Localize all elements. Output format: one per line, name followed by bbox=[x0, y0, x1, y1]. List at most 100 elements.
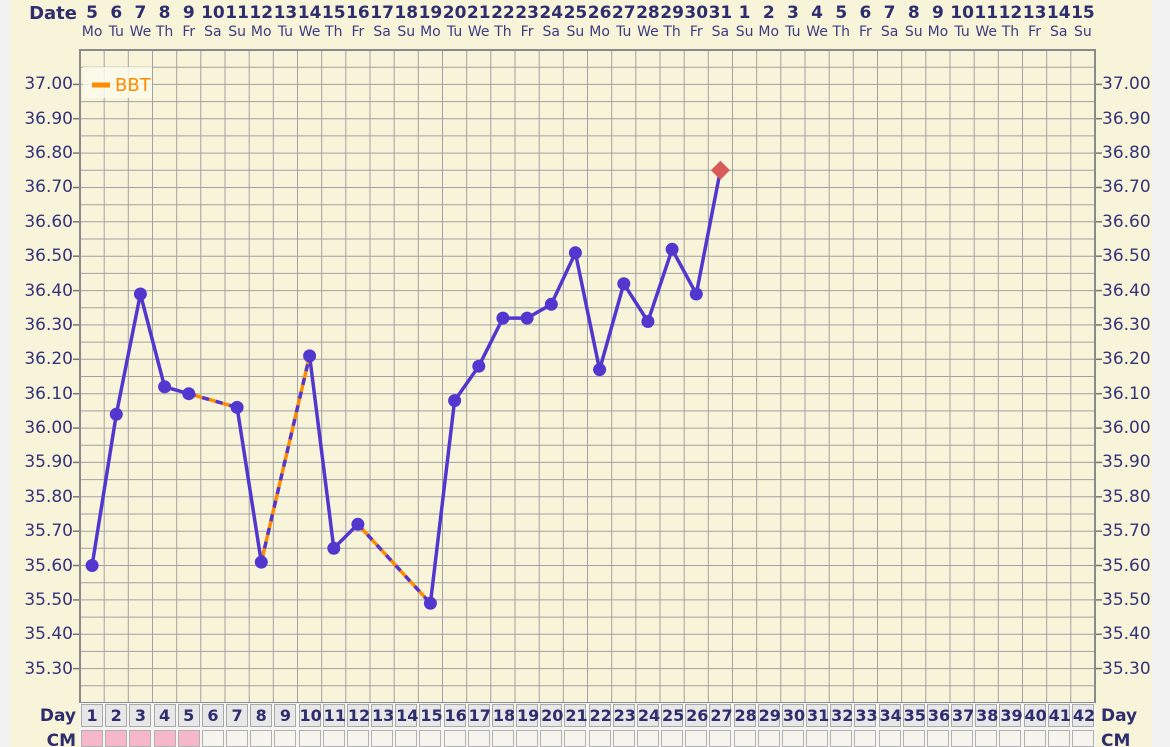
cm-cell[interactable] bbox=[443, 730, 466, 747]
cm-cell[interactable] bbox=[830, 730, 853, 747]
cycle-day-cell[interactable]: 39 bbox=[999, 704, 1023, 727]
cm-cell[interactable] bbox=[177, 730, 200, 747]
bbt-data-point[interactable] bbox=[351, 517, 365, 531]
cycle-day-cell[interactable]: 22 bbox=[588, 704, 612, 727]
cm-cell[interactable] bbox=[105, 730, 128, 747]
cm-cell[interactable] bbox=[298, 730, 321, 747]
cm-cell[interactable] bbox=[612, 730, 635, 747]
cycle-day-cell[interactable]: 5 bbox=[177, 704, 200, 727]
bbt-data-point[interactable] bbox=[327, 541, 341, 555]
cycle-day-cell[interactable]: 18 bbox=[491, 704, 516, 727]
cycle-day-cell[interactable]: 26 bbox=[685, 704, 709, 727]
bbt-data-point[interactable] bbox=[641, 315, 655, 328]
cm-cell[interactable] bbox=[322, 730, 345, 747]
cycle-day-cell[interactable]: 30 bbox=[781, 704, 806, 727]
bbt-data-point[interactable] bbox=[568, 246, 582, 260]
cm-cell[interactable] bbox=[419, 730, 442, 747]
cycle-day-cell[interactable]: 8 bbox=[250, 704, 273, 727]
cycle-day-cell[interactable]: 35 bbox=[902, 704, 926, 727]
cm-cell[interactable] bbox=[153, 730, 176, 747]
cycle-day-cell[interactable]: 6 bbox=[201, 704, 224, 727]
bbt-data-point[interactable] bbox=[303, 349, 317, 363]
cm-cell[interactable] bbox=[661, 730, 684, 747]
bbt-data-point[interactable] bbox=[158, 380, 172, 394]
cm-cell[interactable] bbox=[781, 730, 804, 747]
cm-cell[interactable] bbox=[540, 730, 563, 747]
cycle-day-cell[interactable]: 40 bbox=[1023, 704, 1047, 727]
cycle-day-cell[interactable]: 7 bbox=[226, 704, 249, 727]
bbt-data-point[interactable] bbox=[423, 596, 437, 610]
cycle-day-cell[interactable]: 15 bbox=[419, 704, 443, 727]
cycle-day-cell[interactable]: 25 bbox=[661, 704, 685, 727]
cm-cell[interactable] bbox=[564, 730, 587, 747]
bbt-data-point[interactable] bbox=[133, 287, 147, 301]
cm-cell[interactable] bbox=[346, 730, 369, 747]
cm-cell[interactable] bbox=[757, 730, 780, 747]
cm-cell[interactable] bbox=[588, 730, 611, 747]
cm-cell[interactable] bbox=[709, 730, 732, 747]
bbt-data-point[interactable] bbox=[85, 559, 99, 572]
cycle-day-cell[interactable]: 36 bbox=[926, 704, 951, 727]
cycle-day-cell[interactable]: 28 bbox=[733, 704, 757, 727]
cm-cell[interactable] bbox=[902, 730, 925, 747]
bbt-data-point[interactable] bbox=[496, 311, 510, 325]
cycle-day-cell[interactable]: 31 bbox=[806, 704, 830, 727]
bbt-data-point[interactable] bbox=[448, 394, 462, 408]
cm-cell[interactable] bbox=[491, 730, 514, 747]
cm-cell[interactable] bbox=[274, 730, 297, 747]
cycle-day-cell[interactable]: 34 bbox=[878, 704, 902, 727]
cycle-day-cell[interactable]: 17 bbox=[467, 704, 491, 727]
chart-plot-area[interactable] bbox=[80, 50, 1095, 703]
cycle-day-cell[interactable]: 1 bbox=[81, 704, 104, 727]
cm-cell[interactable] bbox=[371, 730, 394, 747]
cycle-day-cell[interactable]: 38 bbox=[975, 704, 999, 727]
cm-cell[interactable] bbox=[733, 730, 756, 747]
cycle-day-cell[interactable]: 21 bbox=[564, 704, 588, 727]
cm-cell[interactable] bbox=[201, 730, 224, 747]
cm-cell[interactable] bbox=[806, 730, 829, 747]
bbt-data-point[interactable] bbox=[254, 555, 268, 569]
cm-cell[interactable] bbox=[129, 730, 152, 747]
cycle-day-cell[interactable]: 9 bbox=[274, 704, 297, 727]
bbt-data-point[interactable] bbox=[689, 287, 703, 301]
cycle-day-cell[interactable]: 16 bbox=[443, 704, 467, 727]
cycle-day-cell[interactable]: 11 bbox=[322, 704, 346, 727]
cycle-day-cell[interactable]: 42 bbox=[1071, 704, 1096, 727]
cm-cell[interactable] bbox=[81, 730, 104, 747]
cm-cell[interactable] bbox=[250, 730, 273, 747]
cm-cell[interactable] bbox=[999, 730, 1022, 747]
bbt-data-point[interactable] bbox=[593, 363, 607, 377]
cycle-day-cell[interactable]: 2 bbox=[105, 704, 128, 727]
cm-cell[interactable] bbox=[1071, 730, 1094, 747]
cm-cell[interactable] bbox=[1023, 730, 1046, 747]
cycle-day-cell[interactable]: 3 bbox=[129, 704, 152, 727]
cm-cell[interactable] bbox=[636, 730, 659, 747]
cm-cell[interactable] bbox=[516, 730, 539, 747]
cm-cell[interactable] bbox=[878, 730, 901, 747]
cycle-day-cell[interactable]: 27 bbox=[709, 704, 733, 727]
bbt-data-point[interactable] bbox=[109, 407, 123, 421]
bbt-data-point[interactable] bbox=[472, 359, 486, 373]
cm-cell[interactable] bbox=[467, 730, 490, 747]
cycle-day-cell[interactable]: 12 bbox=[346, 704, 371, 727]
bbt-data-point[interactable] bbox=[182, 387, 196, 401]
bbt-data-point[interactable] bbox=[665, 242, 679, 256]
cycle-day-cell[interactable]: 24 bbox=[636, 704, 661, 727]
bbt-data-point[interactable] bbox=[520, 311, 534, 325]
cm-cell[interactable] bbox=[226, 730, 249, 747]
cm-cell[interactable] bbox=[975, 730, 998, 747]
cycle-day-cell[interactable]: 33 bbox=[854, 704, 878, 727]
cycle-day-cell[interactable]: 20 bbox=[540, 704, 564, 727]
cm-cell[interactable] bbox=[1047, 730, 1070, 747]
cycle-day-cell[interactable]: 23 bbox=[612, 704, 636, 727]
cycle-day-cell[interactable]: 37 bbox=[951, 704, 975, 727]
bbt-data-point[interactable] bbox=[544, 297, 558, 311]
bbt-data-point[interactable] bbox=[230, 400, 244, 414]
cm-cell[interactable] bbox=[685, 730, 708, 747]
cycle-day-cell[interactable]: 10 bbox=[298, 704, 322, 727]
cycle-day-cell[interactable]: 13 bbox=[371, 704, 395, 727]
cm-cell[interactable] bbox=[926, 730, 949, 747]
bbt-data-point[interactable] bbox=[617, 277, 631, 291]
cm-cell[interactable] bbox=[854, 730, 877, 747]
